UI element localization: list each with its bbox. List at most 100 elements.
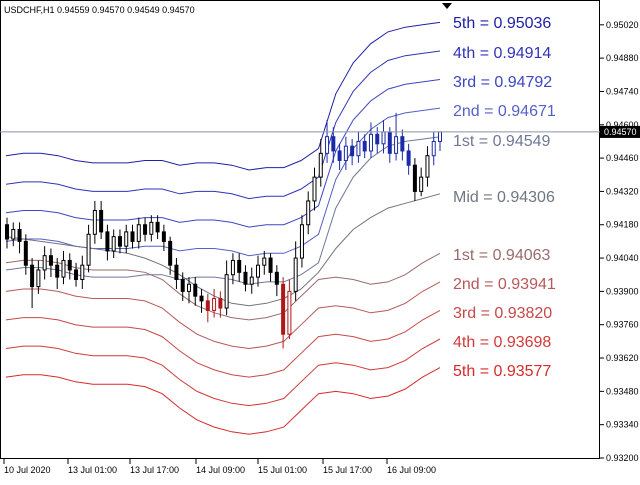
- candle-body-bearish: [243, 271, 248, 285]
- candle-body-bullish: [80, 264, 85, 280]
- x-tick-label: 10 Jul 2020: [4, 465, 51, 475]
- candle-body-bullish: [11, 229, 16, 240]
- y-tick-label: 0.93480: [606, 386, 639, 396]
- candle-body-bearish: [375, 133, 380, 145]
- x-tick-label: 15 Jul 01:00: [258, 465, 307, 475]
- candle-body-bearish: [174, 264, 179, 280]
- candle-body-bullish: [262, 257, 267, 266]
- band-line-1st: [5, 252, 441, 321]
- candle-body-bearish: [55, 264, 60, 278]
- candle-body-bearish: [274, 271, 279, 285]
- candle-body-bearish: [130, 231, 135, 242]
- band-line-mid: [5, 193, 441, 307]
- candle-body-bullish: [419, 176, 424, 192]
- candle-body-bearish: [362, 140, 367, 152]
- candle-body-bearish: [387, 131, 392, 154]
- band-line-4th: [5, 50, 441, 200]
- candle-body-bearish: [406, 150, 411, 166]
- candle-body-bullish: [425, 155, 430, 178]
- candle-body-bullish: [186, 283, 191, 292]
- y-axis: 0.95020 0.94880 0.94740 0.94600 0.94460 0.943…: [600, 20, 639, 463]
- y-tick-label: 0.94180: [606, 220, 639, 230]
- x-tick-label: 15 Jul 17:00: [323, 465, 372, 475]
- band-label-5th: 5th = 0.93577: [453, 363, 551, 380]
- candle-body-bullish: [431, 140, 436, 157]
- candle-body-bearish: [161, 231, 166, 242]
- band-label-5th: 5th = 0.95036: [453, 15, 551, 32]
- candle-body-bullish: [136, 224, 141, 242]
- candle-body-bullish: [343, 145, 348, 161]
- candle-body-bullish: [149, 221, 154, 235]
- y-tick-label: 0.93900: [606, 286, 639, 296]
- candle-body-bullish: [111, 236, 116, 252]
- candle-body-bullish: [306, 200, 311, 226]
- candle-body-bearish: [400, 136, 405, 152]
- band-label-1st: 1st = 0.94549: [453, 133, 551, 150]
- y-tick-label: 0.94460: [606, 153, 639, 163]
- candle-body-bullish: [224, 274, 229, 309]
- candle-body-bullish: [42, 255, 47, 271]
- y-tick-label: 0.94040: [606, 253, 639, 263]
- x-tick-label: 13 Jul 17:00: [130, 465, 179, 475]
- candle-body-bearish: [237, 259, 242, 273]
- x-axis: 10 Jul 2020 13 Jul 01:00 13 Jul 17:00 14 Ju…: [3, 459, 436, 475]
- candle-body-bearish: [143, 224, 148, 235]
- candle-body-bearish: [205, 300, 210, 311]
- candle-body-bullish: [124, 231, 129, 247]
- candlesticks: [5, 112, 442, 349]
- current-price-tag-label: 0.94570: [604, 127, 637, 137]
- candle-body-bullish: [249, 276, 254, 285]
- candle-body-bullish: [356, 140, 361, 157]
- current-price-tag: [600, 125, 640, 138]
- chart-title: USDCHF,H1 0.94559 0.94570 0.94549 0.9457…: [4, 5, 195, 15]
- candle-body-bullish: [381, 131, 386, 145]
- band-label-3rd: 3rd = 0.94792: [453, 74, 552, 91]
- band-label-2nd: 2nd = 0.93941: [453, 276, 556, 293]
- candle-body-bullish: [287, 290, 292, 335]
- candle-body-bullish: [86, 233, 91, 266]
- y-tick-label: 0.94600: [606, 120, 639, 130]
- candle-body-bearish: [218, 298, 223, 309]
- band-label-3rd: 3rd = 0.93820: [453, 305, 552, 322]
- candle-body-bullish: [394, 136, 399, 154]
- candle-body-bearish: [99, 209, 104, 233]
- candle-body-bearish: [337, 150, 342, 161]
- candle-body-bullish: [256, 264, 261, 278]
- candle-body-bearish: [180, 278, 185, 292]
- candle-body-bullish: [61, 259, 66, 278]
- candle-body-bullish: [312, 176, 317, 202]
- band-line-2nd: [5, 281, 441, 350]
- x-tick-label: 14 Jul 09:00: [196, 465, 245, 475]
- candle-body-bearish: [350, 145, 355, 157]
- candle-body-bearish: [155, 221, 160, 233]
- candle-body-bullish: [36, 269, 41, 288]
- candle-body-bearish: [168, 240, 173, 266]
- candle-body-bullish: [368, 133, 373, 152]
- band-line-3rd: [5, 309, 441, 378]
- candle-body-bullish: [299, 224, 304, 259]
- candle-body-bullish: [230, 259, 235, 276]
- y-tick-label: 0.95020: [606, 20, 639, 30]
- y-tick-label: 0.93620: [606, 353, 639, 363]
- band-label-1st: 1st = 0.94063: [453, 247, 551, 264]
- candle-body-bearish: [412, 164, 417, 192]
- current-price-line: 0.94570: [0, 125, 640, 138]
- y-tick-label: 0.94320: [606, 186, 639, 196]
- band-label-2nd: 2nd = 0.94671: [453, 103, 556, 120]
- candle-body-bearish: [117, 236, 122, 247]
- candle-body-bearish: [331, 136, 336, 152]
- y-tick-label: 0.93760: [606, 320, 639, 330]
- band-line-5th: [5, 21, 441, 171]
- chart-shift-marker-icon[interactable]: [442, 3, 452, 9]
- candle-body-bullish: [438, 131, 442, 142]
- candle-body-bearish: [5, 224, 9, 240]
- candle-body-bearish: [17, 229, 22, 242]
- candle-body-bearish: [193, 283, 198, 297]
- y-tick-label: 0.94880: [606, 53, 639, 63]
- x-tick-label: 16 Jul 09:00: [387, 465, 436, 475]
- band-line-5th: [5, 367, 441, 435]
- candle-body-bullish: [325, 136, 330, 154]
- candle-body-bullish: [293, 257, 298, 292]
- band-line-4th: [5, 338, 441, 407]
